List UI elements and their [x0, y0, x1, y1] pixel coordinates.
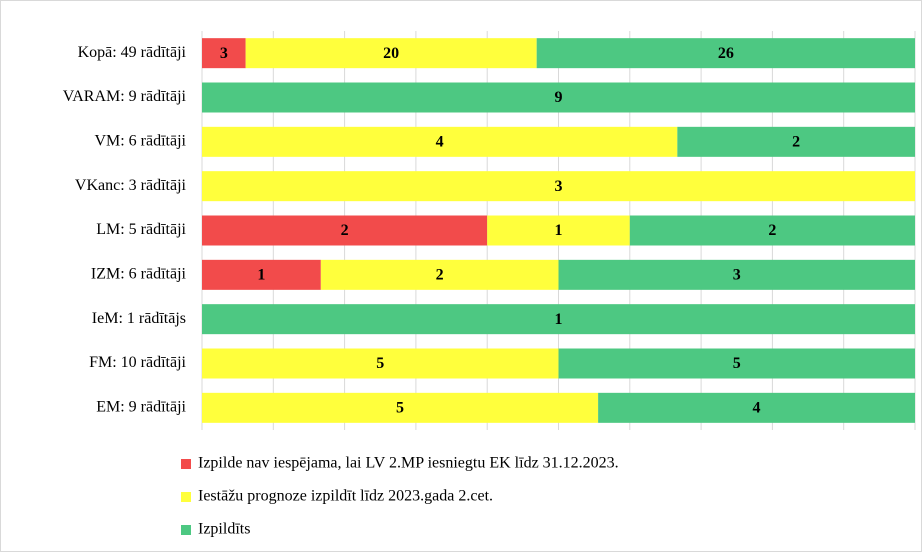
data-label: 1: [257, 267, 265, 284]
data-label: 5: [733, 355, 741, 372]
y-tick-label: VARAM: 9 rādītāji: [63, 88, 187, 105]
bar-segment: [202, 304, 915, 335]
bar-segment: [202, 171, 915, 202]
data-label: 3: [220, 45, 228, 62]
data-label: 2: [436, 267, 444, 284]
data-label: 4: [753, 400, 761, 417]
y-tick-label: IZM: 6 rādītāji: [91, 266, 187, 283]
data-label: 2: [768, 222, 776, 239]
bar-segment: [245, 38, 537, 69]
y-tick-label: IeM: 1 rādītājs: [92, 310, 186, 327]
bar-segment: [202, 82, 915, 113]
bar-segment: [536, 38, 915, 69]
bar-segment: [202, 126, 678, 157]
bar-segment: [202, 392, 599, 423]
legend-label: Izpilde nav iespējama, lai LV 2.MP iesni…: [198, 455, 619, 472]
bar-segment: [558, 348, 915, 379]
bar-segment: [202, 38, 246, 69]
y-tick-label: EM: 9 rādītāji: [96, 399, 186, 416]
bar-segment: [202, 215, 488, 246]
data-label: 3: [555, 178, 563, 195]
y-tick-label: Kopā: 49 rādītāji: [78, 44, 187, 61]
bar-segment: [629, 215, 915, 246]
bar-segment: [320, 259, 559, 290]
bar-segment: [558, 259, 915, 290]
legend-label: Izpildīts: [198, 521, 250, 538]
y-tick-label: VKanc: 3 rādītāji: [75, 177, 187, 194]
data-label: 1: [555, 311, 563, 328]
data-label: 20: [383, 45, 399, 62]
legend-swatch: [181, 492, 191, 502]
bar-segment: [487, 215, 630, 246]
bar-segment: [202, 348, 559, 379]
y-tick-label: LM: 5 rādītāji: [96, 221, 186, 238]
data-label: 5: [396, 400, 404, 417]
bar-segment: [677, 126, 915, 157]
bar-segment: [202, 259, 321, 290]
data-label: 2: [792, 134, 800, 151]
legend-swatch: [181, 525, 191, 535]
data-label: 4: [436, 134, 444, 151]
legend-label: Iestāžu prognoze izpildīt līdz 2023.gada…: [198, 488, 493, 505]
data-label: 3: [733, 267, 741, 284]
data-label: 26: [718, 45, 734, 62]
legend-swatch: [181, 459, 191, 469]
data-label: 9: [555, 89, 563, 106]
data-label: 5: [376, 355, 384, 372]
bar-segment: [598, 392, 915, 423]
data-label: 1: [555, 222, 563, 239]
y-tick-label: FM: 10 rādītāji: [89, 354, 186, 371]
data-label: 2: [341, 222, 349, 239]
y-tick-label: VM: 6 rādītāji: [94, 133, 186, 150]
